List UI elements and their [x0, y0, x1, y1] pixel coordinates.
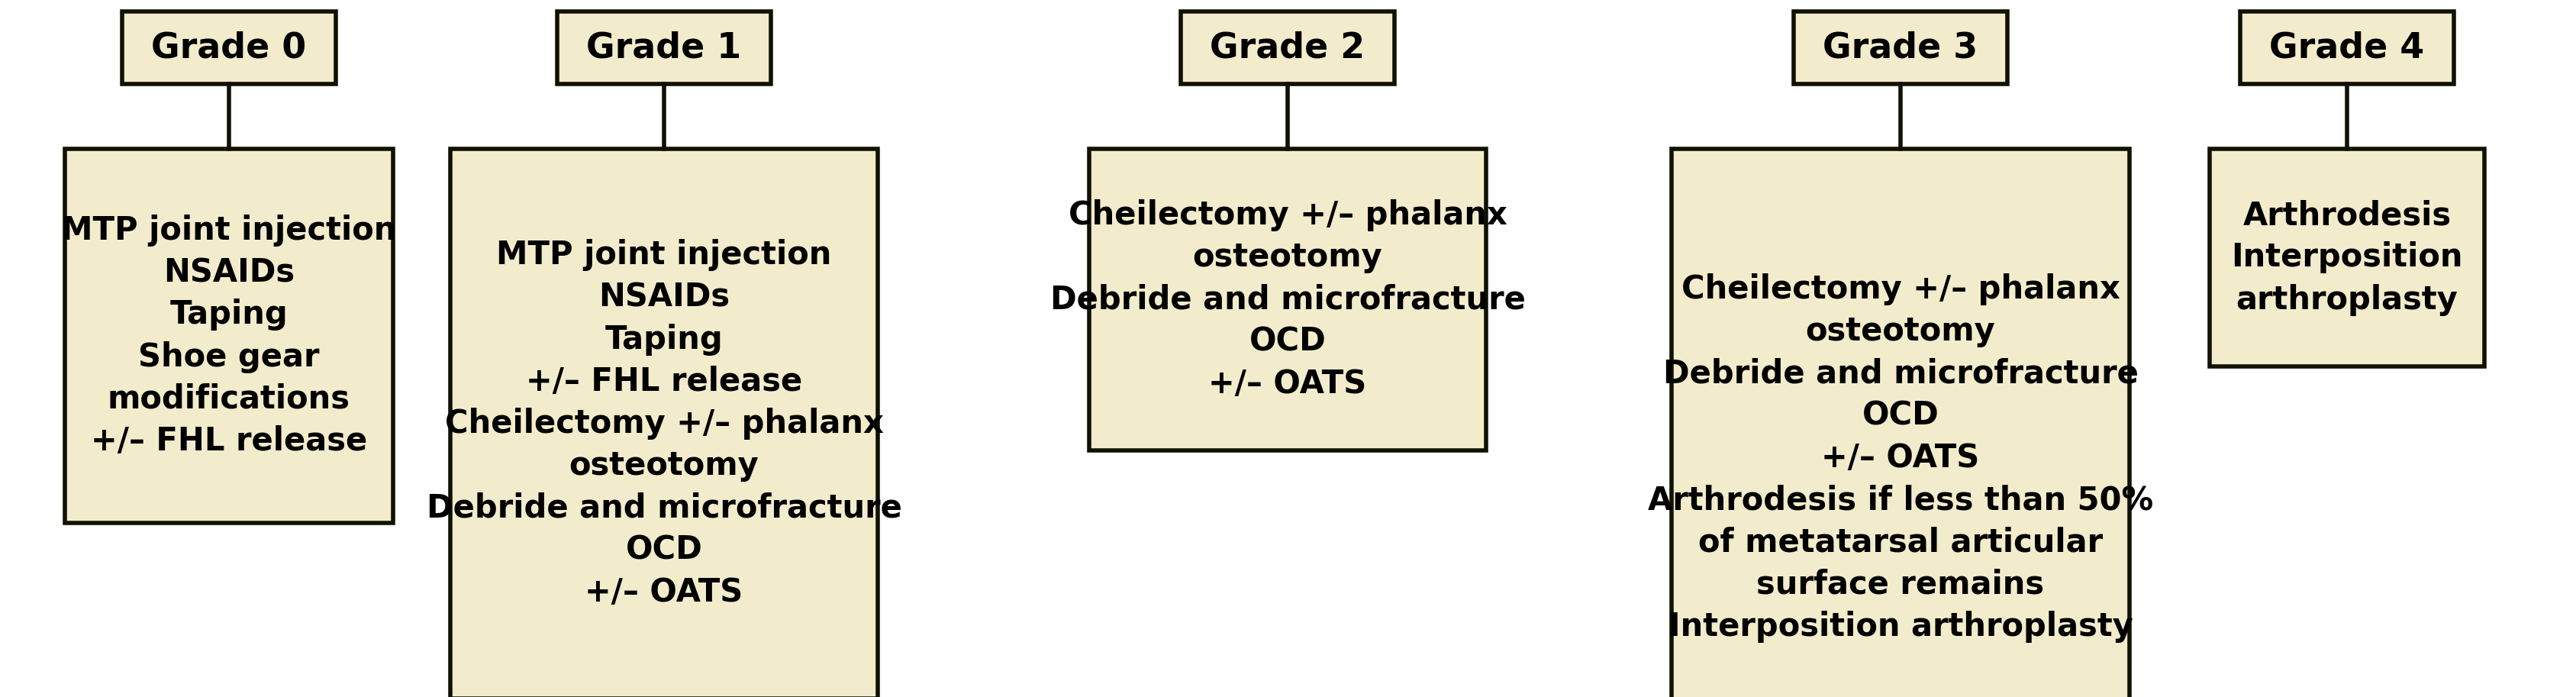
Text: Cheilectomy +/– phalanx
osteotomy
Debride and microfracture
OCD
+/– OATS: Cheilectomy +/– phalanx osteotomy Debrid…: [1051, 199, 1525, 400]
Bar: [1672, 149, 2130, 697]
Text: Grade 2: Grade 2: [1211, 31, 1365, 65]
Text: Cheilectomy +/– phalanx
osteotomy
Debride and microfracture
OCD
+/– OATS
Arthrod: Cheilectomy +/– phalanx osteotomy Debrid…: [1649, 273, 2154, 643]
Bar: [1090, 149, 1486, 450]
Bar: [2241, 11, 2455, 84]
Bar: [556, 11, 770, 84]
Text: Arthrodesis
Interposition
arthroplasty: Arthrodesis Interposition arthroplasty: [2231, 199, 2463, 316]
Bar: [451, 149, 878, 697]
Text: MTP joint injection
NSAIDs
Taping
+/– FHL release
Cheilectomy +/– phalanx
osteot: MTP joint injection NSAIDs Taping +/– FH…: [428, 239, 902, 608]
Bar: [1793, 11, 2007, 84]
Text: Grade 0: Grade 0: [152, 31, 307, 65]
Text: MTP joint injection
NSAIDs
Taping
Shoe gear
modifications
+/– FHL release: MTP joint injection NSAIDs Taping Shoe g…: [62, 215, 397, 457]
Text: Grade 3: Grade 3: [1824, 31, 1978, 65]
Text: Grade 1: Grade 1: [587, 31, 742, 65]
Bar: [121, 11, 335, 84]
Bar: [64, 149, 394, 523]
Bar: [2210, 149, 2483, 367]
Text: Grade 4: Grade 4: [2269, 31, 2424, 65]
Bar: [1180, 11, 1394, 84]
